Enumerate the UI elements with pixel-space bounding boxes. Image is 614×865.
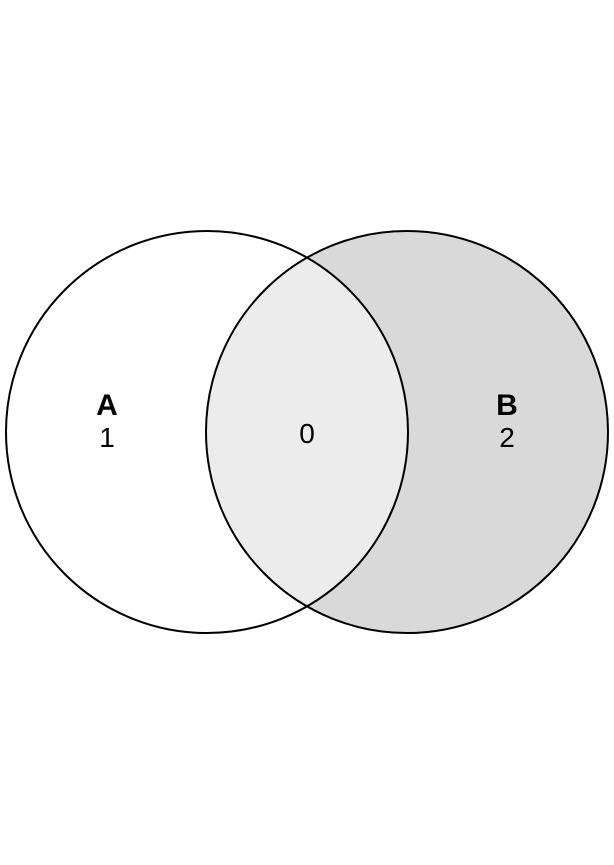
set-b-only-count: 2	[499, 422, 515, 453]
intersection-count: 0	[299, 418, 315, 449]
set-b-outline	[205, 230, 609, 634]
set-a-outline	[5, 230, 409, 634]
set-a-name: A	[96, 389, 118, 422]
set-a-only-count: 1	[99, 422, 115, 453]
set-b-name: B	[496, 389, 518, 422]
